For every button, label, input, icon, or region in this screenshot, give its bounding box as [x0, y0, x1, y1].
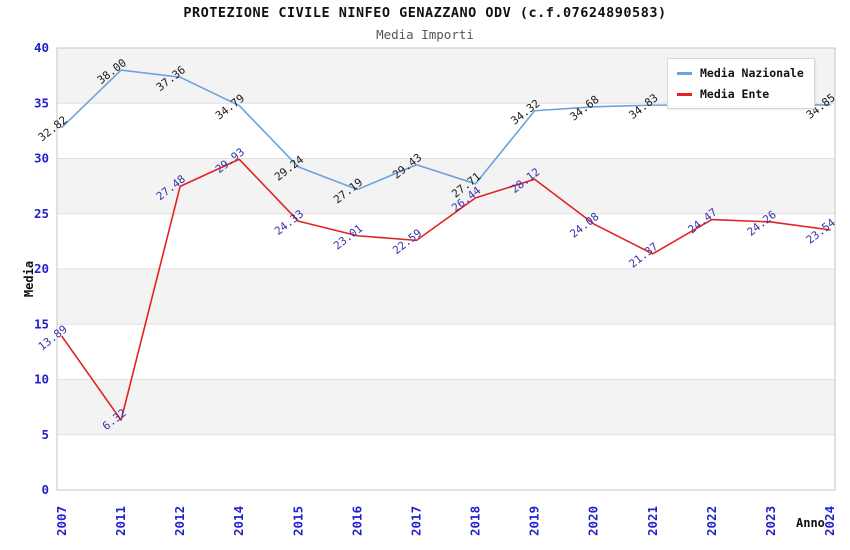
- legend: Media Nazionale Media Ente: [667, 58, 815, 109]
- plot-band: [57, 158, 835, 214]
- y-tick-label: 35: [34, 95, 49, 110]
- chart-subtitle: Media Importi: [376, 27, 474, 42]
- x-tick-label: 2007: [54, 506, 69, 536]
- x-tick-label: 2020: [586, 506, 601, 536]
- legend-swatch-media-nazionale: [677, 71, 692, 75]
- x-tick-label: 2021: [645, 506, 660, 536]
- y-tick-label: 20: [34, 261, 49, 276]
- legend-item-media-nazionale: Media Nazionale: [677, 66, 804, 80]
- x-tick-label: 2022: [704, 506, 719, 536]
- plot-band: [57, 379, 835, 435]
- data-point-label: 21.37: [627, 240, 661, 271]
- y-tick-label: 30: [34, 151, 49, 166]
- data-point-label: 23.01: [331, 222, 365, 253]
- y-tick-label: 0: [41, 482, 49, 497]
- legend-label-media-nazionale: Media Nazionale: [700, 66, 804, 80]
- legend-swatch-media-ente: [677, 92, 692, 96]
- data-point-label: 22.59: [390, 227, 424, 258]
- x-tick-label: 2018: [468, 506, 483, 536]
- data-point-label: 23.54: [804, 216, 838, 247]
- y-axis-title: Media: [22, 260, 36, 298]
- x-tick-label: 2011: [113, 506, 128, 536]
- y-tick-label: 10: [34, 372, 49, 387]
- x-tick-label: 2023: [763, 506, 778, 536]
- x-tick-label: 2016: [349, 506, 364, 536]
- x-tick-label: 2019: [527, 506, 542, 536]
- plot-band: [57, 269, 835, 325]
- x-tick-label: 2017: [408, 506, 423, 536]
- data-point-label: 32.82: [36, 113, 70, 144]
- plot-border: [56, 47, 836, 491]
- x-tick-label: 2014: [231, 506, 246, 536]
- x-tick-label: 2024: [822, 506, 837, 536]
- y-tick-label: 25: [34, 206, 49, 221]
- y-tick-label: 15: [34, 316, 49, 331]
- x-tick-label: 2015: [290, 506, 305, 536]
- legend-item-media-ente: Media Ente: [677, 87, 804, 101]
- x-axis-title: Anno: [796, 516, 825, 530]
- y-tick-label: 40: [34, 40, 49, 55]
- y-tick-label: 5: [41, 427, 49, 442]
- legend-label-media-ente: Media Ente: [700, 87, 770, 101]
- x-tick-label: 2012: [172, 506, 187, 536]
- series-line-media-ente: [61, 158, 831, 421]
- chart-title: PROTEZIONE CIVILE NINFEO GENAZZANO ODV (…: [183, 5, 667, 21]
